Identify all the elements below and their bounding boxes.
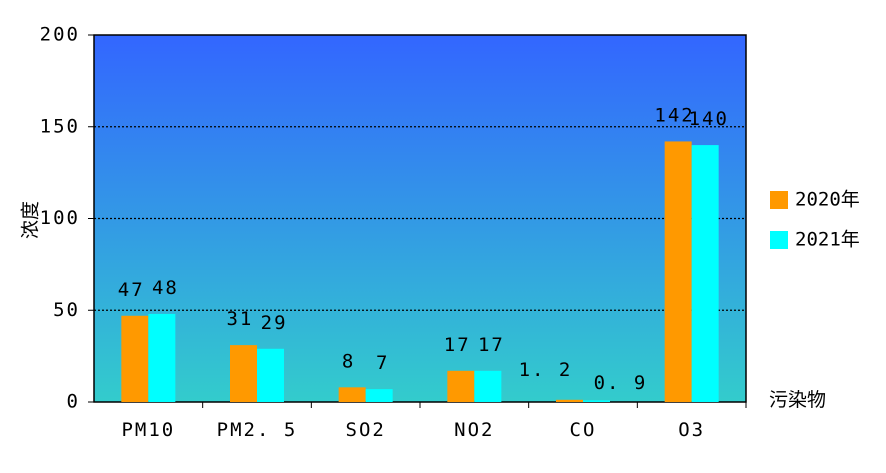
- bar-o3-2: [691, 145, 719, 402]
- bar-pm10-1: [121, 315, 149, 402]
- legend-swatch: [770, 231, 788, 249]
- bar-so2-2: [365, 389, 393, 402]
- y-tick-label: 100: [40, 207, 80, 229]
- data-label: 48: [152, 277, 179, 299]
- data-label: 31: [226, 308, 253, 330]
- bar-co-2: [583, 400, 610, 402]
- gridlines: [94, 126, 746, 311]
- bars: [121, 141, 719, 402]
- axes: 0 50 100 150 200 PM10 PM2. 5 SO2 NO2 CO O3: [40, 24, 747, 441]
- legend-label: 2021年: [795, 229, 860, 251]
- x-tick-label: SO2: [346, 419, 386, 441]
- x-axis-title: 污染物: [769, 389, 826, 411]
- data-label: 1. 2: [519, 359, 573, 381]
- data-label: 8: [342, 350, 355, 372]
- x-tick-label: O3: [678, 419, 705, 441]
- legend: 2020年 2021年: [770, 189, 860, 251]
- bar-no2-2: [474, 370, 502, 402]
- y-tick-label: 150: [40, 115, 80, 137]
- y-tick-label: 0: [67, 391, 80, 413]
- bar-o3-1: [664, 141, 692, 402]
- data-label: 17: [444, 334, 471, 356]
- data-label: 140: [689, 108, 729, 130]
- x-tick-label: PM10: [121, 419, 175, 441]
- x-tick-label: CO: [570, 419, 597, 441]
- bar-pm25-2: [257, 348, 284, 402]
- data-label: 29: [261, 312, 288, 334]
- bar-no2-1: [447, 370, 475, 402]
- bar-so2-1: [338, 387, 366, 402]
- legend-swatch: [770, 191, 788, 209]
- legend-label: 2020年: [795, 189, 860, 211]
- data-label: 0. 9: [594, 372, 648, 394]
- bar-pm10-2: [148, 313, 176, 402]
- x-tick-label: PM2. 5: [217, 419, 298, 441]
- y-tick-label: 200: [40, 24, 80, 46]
- y-axis-title: 浓度: [20, 201, 42, 239]
- data-label: 17: [478, 334, 505, 356]
- bar-pm25-1: [230, 345, 257, 402]
- y-tick-label: 50: [53, 299, 80, 321]
- data-label: 7: [376, 352, 389, 374]
- data-label: 47: [118, 279, 145, 301]
- data-label: 142: [654, 104, 694, 126]
- x-tick-label: NO2: [454, 419, 494, 441]
- bar-co-1: [556, 399, 583, 402]
